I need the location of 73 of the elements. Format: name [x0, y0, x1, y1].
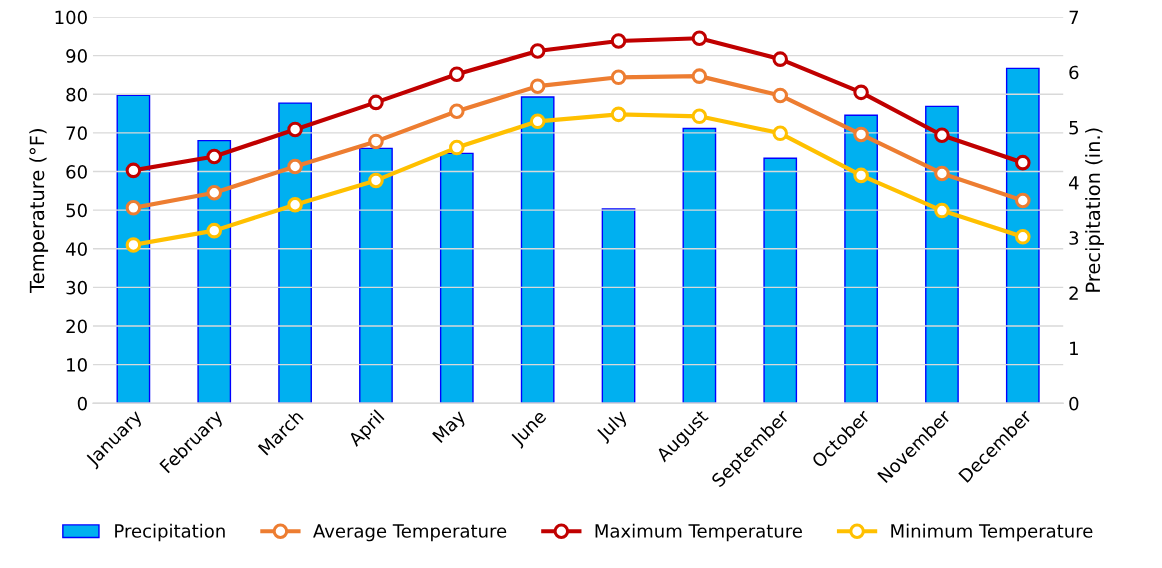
y-axis-title: Temperature (°F) [29, 129, 49, 293]
point [529, 78, 546, 94]
bar [763, 157, 798, 404]
bar [925, 105, 959, 404]
y-tick-label: 70 [66, 126, 87, 141]
bar [520, 96, 555, 404]
point [772, 87, 789, 104]
y-tick-label: 30 [66, 280, 87, 295]
bar [1005, 67, 1040, 404]
point [691, 108, 708, 125]
point [853, 167, 869, 184]
point [934, 127, 950, 144]
point [772, 51, 789, 67]
y-tick-label: 20 [66, 319, 87, 334]
point [610, 69, 627, 86]
point [287, 158, 303, 175]
bar [116, 94, 151, 404]
y2-tick-label: 4 [1068, 176, 1079, 190]
point [125, 200, 142, 216]
point [772, 125, 789, 142]
y-tick-label: 0 [77, 396, 87, 411]
point [206, 185, 223, 201]
bar [197, 139, 232, 404]
point [934, 165, 950, 182]
point [1015, 154, 1031, 171]
bar [844, 114, 878, 404]
point [853, 84, 869, 101]
point [125, 237, 142, 253]
point [368, 94, 384, 111]
legend-label: Minimum Temperature [891, 523, 1093, 542]
y-tick-label: 10 [67, 358, 87, 372]
point [449, 139, 465, 156]
y-tick-label: 60 [66, 165, 87, 179]
y2-tick-label: 3 [1069, 231, 1079, 245]
y-tick-label: 80 [66, 87, 87, 102]
point [691, 30, 708, 47]
bar [439, 152, 474, 404]
point [1015, 229, 1031, 245]
point [691, 68, 708, 84]
point [853, 126, 869, 143]
point [125, 162, 142, 179]
y2-tick-label: 7 [1069, 10, 1079, 24]
point [368, 172, 384, 189]
y2-tick-label: 1 [1070, 341, 1078, 355]
point [449, 103, 465, 120]
y-tick-label: 50 [66, 203, 87, 218]
point [610, 33, 627, 49]
point [206, 222, 223, 239]
y2-axis-title: Precipitation (in.) [1085, 128, 1104, 292]
bar [359, 147, 393, 404]
point [449, 66, 465, 82]
point [368, 133, 384, 150]
bar [278, 102, 312, 404]
point [287, 196, 303, 213]
point [529, 113, 546, 130]
point [287, 121, 303, 138]
y2-tick-label: 6 [1069, 65, 1079, 80]
point [610, 106, 627, 123]
y-tick-label: 40 [66, 242, 87, 256]
legend-label: Precipitation [115, 523, 225, 542]
y2-tick-label: 0 [1069, 396, 1079, 411]
point [529, 43, 546, 59]
point [934, 202, 950, 219]
bar [682, 127, 717, 404]
y2-tick-label: 5 [1069, 121, 1078, 135]
point [206, 148, 223, 165]
y-tick-label: 90 [66, 49, 87, 63]
y2-tick-label: 2 [1069, 286, 1078, 300]
point [1015, 192, 1031, 209]
legend-label: Average Temperature [313, 524, 507, 542]
legend-label: Maximum Temperature [595, 523, 802, 542]
y-tick-label: 100 [55, 10, 87, 25]
bar [601, 208, 636, 404]
